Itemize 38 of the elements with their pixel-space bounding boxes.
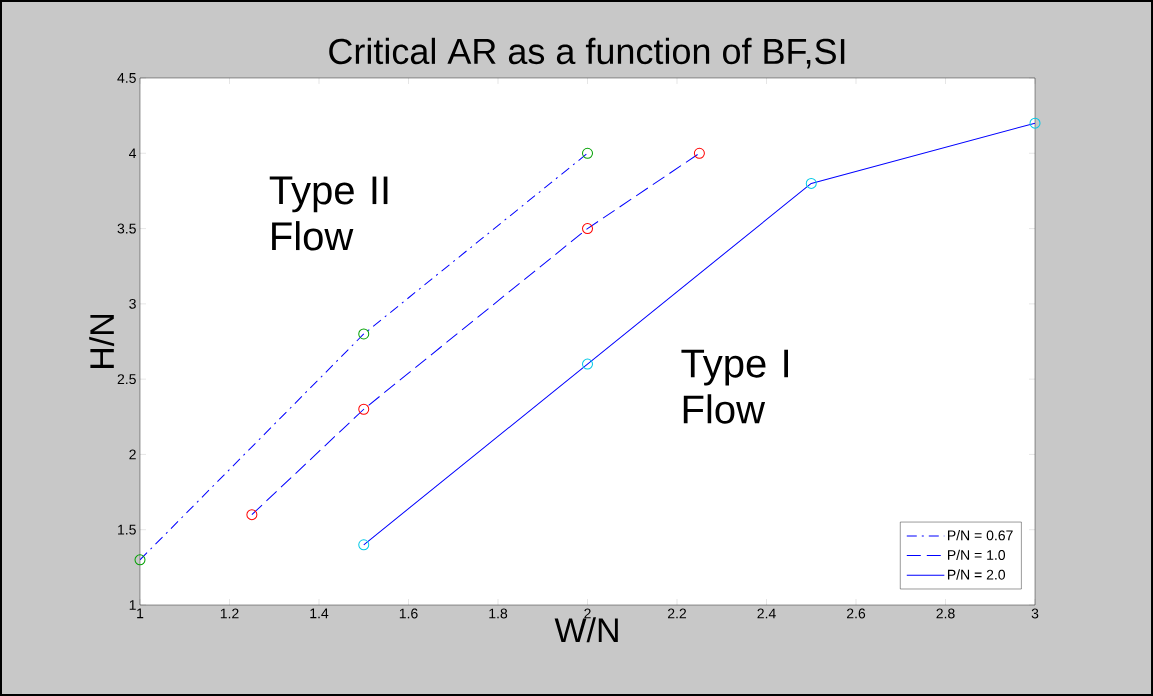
x-tick-label: 2.8: [936, 608, 955, 619]
y-tick-label: 2.5: [117, 374, 136, 385]
y-axis-title: H/N: [89, 314, 115, 368]
point: [582, 147, 594, 159]
x-tick-label: 1.6: [399, 608, 418, 619]
x-tick-label: 1.4: [310, 608, 329, 619]
point: [582, 358, 594, 370]
legend-label: P/N = 0.67: [947, 530, 1013, 541]
y-tick-label: 2: [129, 449, 136, 460]
legend-label: P/N = 1.0: [947, 549, 1006, 560]
y-tick-label: 3: [129, 298, 136, 309]
point: [582, 223, 594, 235]
x-axis-title: W/N: [554, 617, 618, 643]
point: [358, 539, 370, 551]
point: [805, 177, 817, 189]
point: [134, 554, 146, 566]
x-tick-label: 1.8: [489, 608, 508, 619]
x-tick-label: 1.2: [220, 608, 239, 619]
y-tick-label: 1.5: [118, 524, 136, 535]
y-tick-label: 3.5: [117, 223, 136, 234]
y-tick-label: 4.5: [117, 73, 136, 83]
point: [358, 328, 370, 340]
x-tick-label: 2.2: [667, 608, 687, 619]
x-tick-label: 2: [584, 608, 591, 619]
point: [1029, 117, 1041, 129]
legend-label: P/N = 2.0: [947, 569, 1006, 580]
point: [693, 147, 705, 159]
annotation: Type I Flow: [681, 349, 788, 424]
point: [246, 509, 258, 521]
y-tick-label: 1: [129, 600, 136, 610]
x-tick-label: 1: [137, 608, 144, 619]
annotation: Type II Flow: [269, 176, 388, 251]
y-tick-label: 4: [129, 148, 137, 159]
chart-title: Critical AR as a function of BF,SI: [329, 37, 845, 69]
x-tick-label: 2.6: [846, 608, 866, 619]
x-tick-label: 2.4: [757, 608, 776, 619]
x-tick-label: 3: [1031, 608, 1039, 619]
point: [358, 403, 370, 415]
